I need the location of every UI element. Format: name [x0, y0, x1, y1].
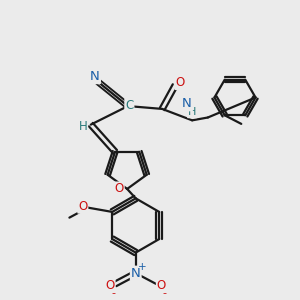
- Text: O: O: [176, 76, 185, 89]
- Text: -: -: [112, 288, 116, 298]
- Text: O: O: [157, 279, 166, 292]
- Text: N: N: [131, 267, 141, 280]
- Text: N: N: [182, 97, 192, 110]
- Text: N: N: [90, 70, 100, 83]
- Text: O: O: [105, 279, 115, 292]
- Text: +: +: [138, 262, 146, 272]
- Text: O: O: [115, 182, 124, 195]
- Text: C: C: [125, 99, 134, 112]
- Text: H: H: [188, 107, 196, 117]
- Text: O: O: [78, 200, 88, 213]
- Text: H: H: [78, 120, 87, 133]
- Text: -: -: [163, 288, 167, 298]
